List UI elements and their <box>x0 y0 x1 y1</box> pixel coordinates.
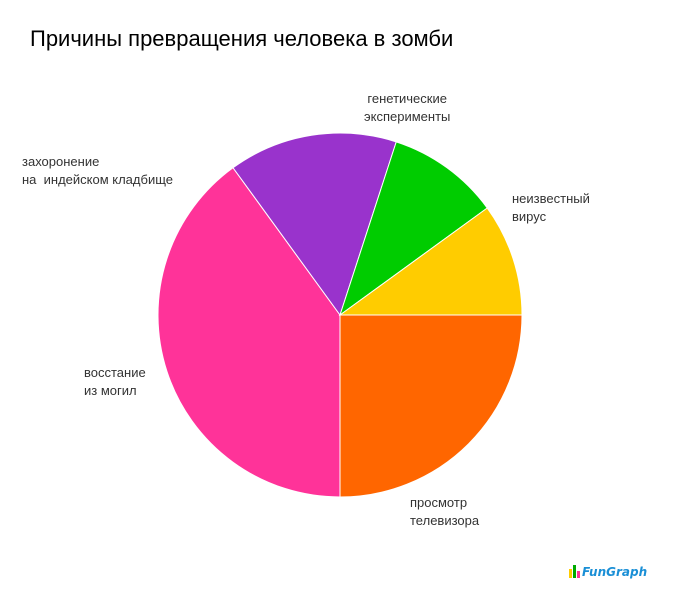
pie-slice-rising-from-graves <box>232 132 397 317</box>
pie-slice-indian-burial <box>339 141 488 317</box>
slice-label-indian-burial: захоронение на индейском кладбище <box>22 154 173 187</box>
pie-slice-unknown-virus <box>339 314 523 498</box>
slice-label-unknown-virus: неизвестный вирус <box>512 191 590 224</box>
slice-label-genetic-experiments: генетические эксперименты <box>364 91 451 124</box>
slice-label-tv: просмотр телевизора <box>410 495 480 528</box>
fungraph-logo: FunGraph <box>569 565 647 579</box>
chart-title: Причины превращения человека в зомби <box>30 26 454 51</box>
pie-slice-genetic-experiments <box>338 207 523 316</box>
svg-text:FunGraph: FunGraph <box>582 565 647 579</box>
slice-label-rising-from-graves: восстание из могил <box>84 365 146 398</box>
pie-slice-tv <box>157 167 341 498</box>
